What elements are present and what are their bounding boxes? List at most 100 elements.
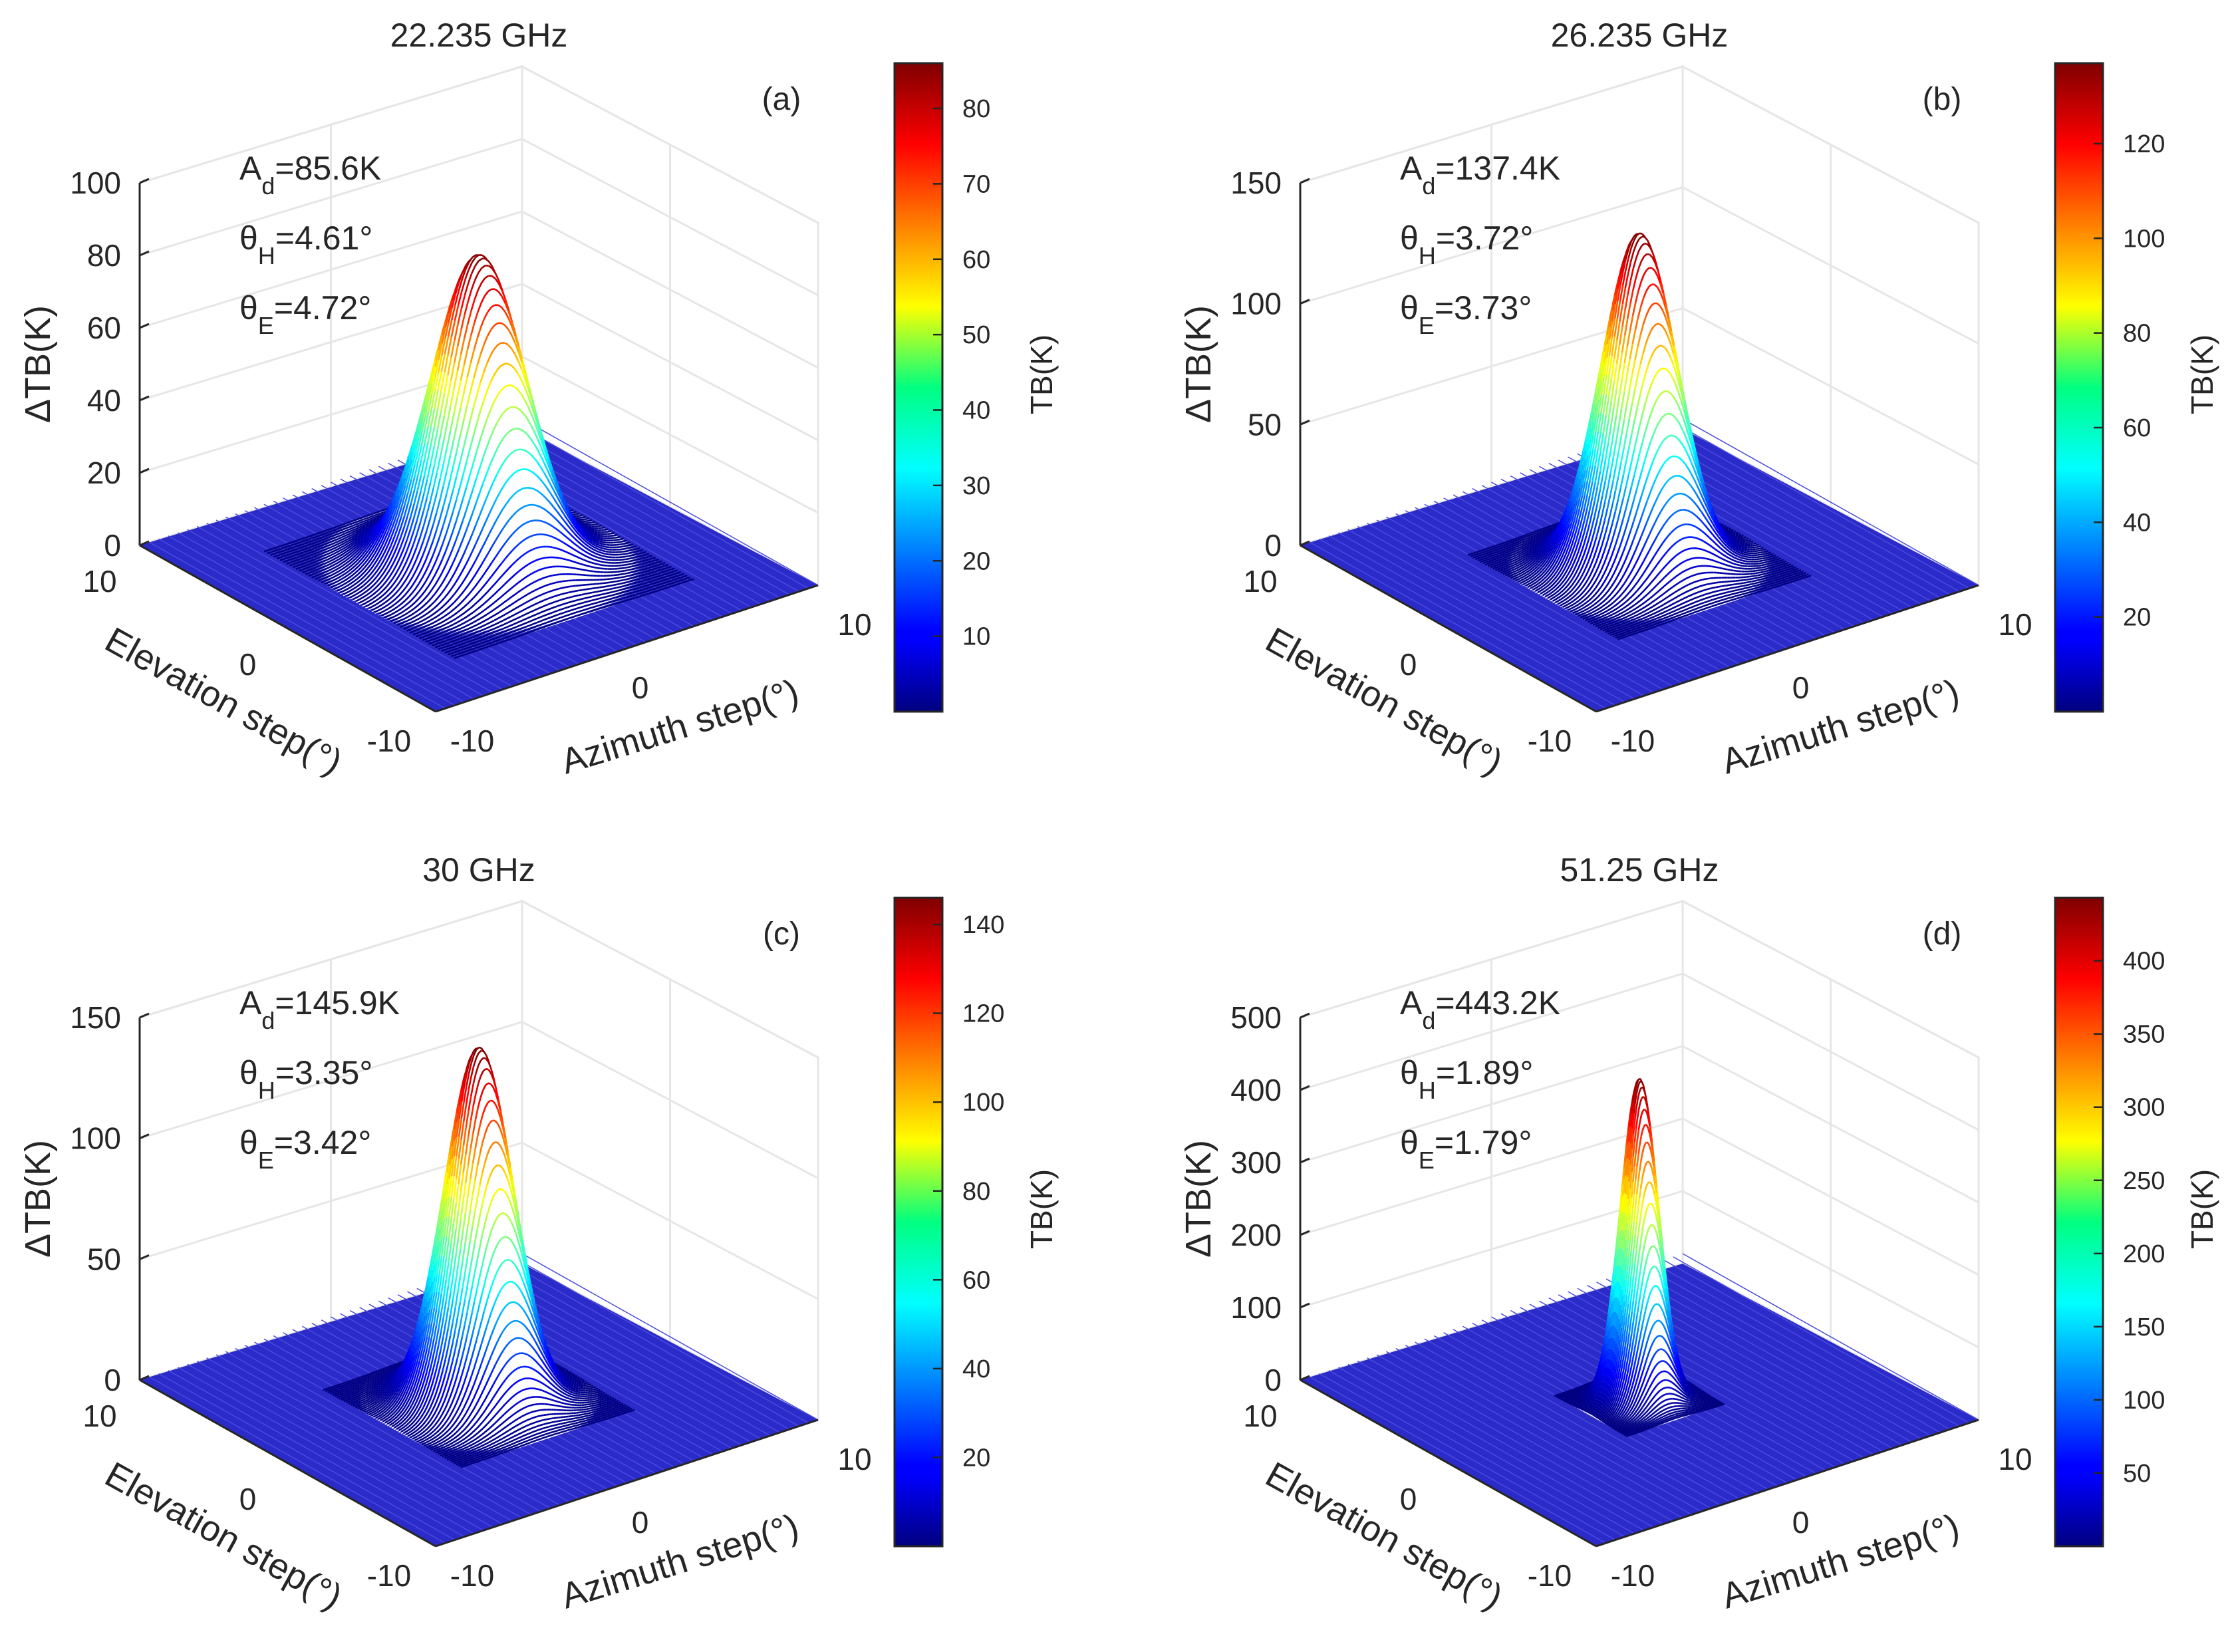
beam-mesh-segment <box>658 570 661 571</box>
beam-mesh-segment <box>593 588 596 589</box>
beam-mesh-segment <box>456 639 459 640</box>
theta-e-annotation-symbol: θ <box>239 289 258 327</box>
beam-mesh-segment <box>1494 554 1497 555</box>
beam-mesh-segment <box>291 553 294 554</box>
beam-mesh-segment <box>632 592 636 593</box>
beam-mesh-segment <box>587 611 591 613</box>
beam-mesh-segment <box>499 639 502 640</box>
beam-mesh-segment <box>670 583 673 584</box>
beam-mesh-segment <box>611 535 614 536</box>
beam-mesh-segment <box>422 636 426 637</box>
beam-mesh-segment <box>673 582 676 583</box>
beam-mesh-segment <box>639 593 642 594</box>
beam-mesh-segment <box>1508 549 1511 551</box>
beam-mesh-segment <box>638 573 641 574</box>
beam-mesh-segment <box>572 586 575 587</box>
beam-mesh-segment <box>674 573 678 575</box>
beam-mesh-segment <box>436 637 439 638</box>
z-axis-label: ΔTB(K) <box>18 305 58 423</box>
beam-mesh-segment <box>1523 537 1526 539</box>
beam-mesh-segment <box>623 551 626 552</box>
beam-mesh-segment <box>315 539 319 540</box>
beam-mesh-segment <box>646 582 650 583</box>
beam-mesh-segment <box>660 577 664 579</box>
beam-mesh-segment <box>640 581 643 582</box>
beam-mesh-segment <box>291 541 295 543</box>
beam-mesh-segment <box>555 589 559 590</box>
beam-mesh-segment <box>651 566 654 567</box>
beam-mesh-segment <box>599 545 603 547</box>
beam-mesh-segment <box>1478 557 1480 558</box>
beam-mesh-segment <box>601 604 605 605</box>
beam-mesh-segment <box>645 563 648 564</box>
beam-mesh-segment <box>680 579 684 581</box>
beam-mesh-segment <box>623 546 627 547</box>
beam-mesh-segment <box>559 581 562 582</box>
beam-mesh-segment <box>551 607 554 609</box>
beam-mesh-segment <box>613 588 616 589</box>
beam-mesh-segment <box>595 556 598 557</box>
beam-mesh-segment <box>1501 543 1504 544</box>
beam-mesh-segment <box>439 639 442 640</box>
beam-mesh-segment <box>608 531 611 532</box>
beam-mesh-segment <box>624 573 627 574</box>
beam-mesh-segment <box>641 569 644 570</box>
beam-mesh-segment <box>662 563 665 564</box>
beam-mesh-segment <box>363 521 366 522</box>
beam-mesh-segment <box>1498 546 1500 547</box>
beam-mesh-segment <box>660 583 663 585</box>
beam-mesh-segment <box>454 651 458 652</box>
beam-mesh-segment <box>593 584 596 585</box>
beam-mesh-segment <box>523 487 527 488</box>
beam-mesh-segment <box>561 609 564 610</box>
beam-mesh-segment <box>303 563 306 564</box>
beam-mesh-segment <box>635 565 638 566</box>
beam-mesh-segment <box>283 561 287 563</box>
beam-mesh-segment <box>587 561 591 563</box>
beam-mesh-segment <box>655 559 658 561</box>
beam-mesh-segment <box>634 568 638 569</box>
beam-mesh-segment <box>1508 553 1510 555</box>
beam-mesh-segment <box>613 578 617 579</box>
beam-mesh-segment <box>622 601 625 603</box>
beam-mesh-segment <box>636 594 639 595</box>
beam-mesh-segment <box>475 644 478 646</box>
beam-mesh-segment <box>438 648 442 650</box>
beam-mesh-segment <box>1489 551 1492 552</box>
beam-mesh-segment <box>609 560 612 561</box>
beam-mesh-segment <box>536 628 539 630</box>
beam-mesh-segment <box>644 568 648 569</box>
beam-mesh-segment <box>573 514 576 515</box>
beam-mesh-segment <box>370 513 374 515</box>
beam-mesh-segment <box>297 559 300 561</box>
beam-mesh-segment <box>599 543 603 544</box>
beam-mesh-segment <box>598 608 601 609</box>
beam-mesh-segment <box>592 522 595 523</box>
beam-mesh-segment <box>356 521 360 522</box>
beam-mesh-segment <box>1478 555 1481 556</box>
beam-mesh-segment <box>656 587 660 589</box>
beam-mesh-segment <box>621 541 624 542</box>
beam-mesh-segment <box>550 620 553 622</box>
beam-mesh-segment <box>680 574 684 575</box>
beam-mesh-segment <box>619 589 623 590</box>
beam-mesh-segment <box>1492 555 1494 556</box>
beam-mesh-segment <box>678 572 681 573</box>
beam-mesh-segment <box>516 629 519 630</box>
beam-mesh-segment <box>271 548 275 549</box>
beam-mesh-segment <box>468 646 472 648</box>
beam-mesh-segment <box>446 640 449 641</box>
beam-mesh-segment <box>472 648 475 650</box>
beam-mesh-segment <box>576 516 579 517</box>
beam-mesh-segment <box>462 643 466 644</box>
beam-mesh-segment <box>594 533 597 534</box>
beam-mesh-segment <box>329 528 333 529</box>
beam-mesh-segment <box>1534 533 1536 534</box>
beam-mesh-segment <box>1500 547 1503 548</box>
beam-mesh-segment <box>311 549 314 550</box>
beam-mesh-segment <box>571 605 575 607</box>
beam-mesh-segment <box>502 638 505 639</box>
beam-mesh-segment <box>650 578 654 579</box>
beam-mesh-segment <box>667 575 670 577</box>
beam-mesh-segment <box>1518 537 1520 539</box>
